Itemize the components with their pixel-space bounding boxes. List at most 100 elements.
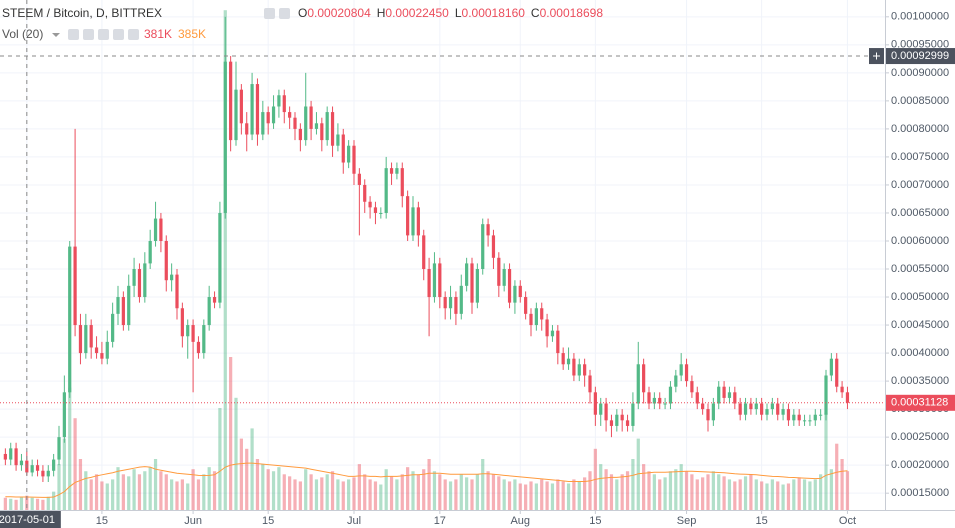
y-tick-label: 0.00100000	[891, 11, 949, 23]
icon[interactable]	[128, 29, 139, 40]
candle-body	[647, 392, 651, 404]
volume-bar	[170, 479, 174, 510]
candle-body	[121, 297, 125, 326]
volume-bar	[239, 438, 243, 510]
volume-ma-line	[5, 462, 848, 498]
volume-bar	[400, 474, 404, 510]
volume-bar	[347, 479, 351, 510]
y-tick-label: 0.00095000	[891, 39, 949, 51]
volume-bar	[255, 459, 260, 510]
volume-title: Vol (20)	[2, 27, 43, 41]
candle-body	[754, 403, 758, 410]
volume-bar	[513, 479, 517, 510]
icon[interactable]	[279, 8, 290, 19]
volume-bar	[105, 483, 109, 510]
volume-bar	[722, 476, 726, 510]
candle-body	[411, 207, 415, 236]
volume-bar	[143, 471, 147, 510]
volume-bar	[363, 474, 367, 510]
x-tick-label: Sep	[677, 515, 697, 527]
candle-body	[94, 347, 99, 354]
candle-body	[615, 414, 619, 426]
y-tick-label: 0.00025000	[891, 431, 949, 443]
candle-body	[191, 325, 195, 342]
icon[interactable]	[264, 8, 275, 19]
candle-body	[62, 392, 66, 438]
volume-bar	[14, 499, 18, 510]
volume-bar	[701, 477, 705, 510]
volume-bar	[631, 459, 635, 510]
volume-bar	[357, 464, 361, 510]
candle-body	[743, 403, 748, 415]
volume-bar	[132, 469, 136, 510]
y-tick-label: 0.00075000	[891, 151, 949, 163]
volume-icons[interactable]	[68, 29, 139, 40]
candle-body	[422, 235, 426, 270]
volume-bar	[443, 479, 447, 510]
volume-bar	[234, 397, 238, 510]
candle-body	[808, 420, 812, 422]
volume-bar	[550, 483, 555, 510]
candle-body	[502, 269, 506, 286]
candle-body	[384, 168, 388, 213]
dropdown[interactable]	[52, 33, 60, 37]
volume-bar	[438, 474, 442, 510]
volume-bar	[615, 479, 619, 510]
volume-bar	[111, 479, 115, 510]
candle-body	[454, 297, 458, 314]
icon[interactable]	[98, 29, 109, 40]
candle-body	[373, 207, 378, 213]
y-tick-label: 0.00055000	[891, 263, 949, 275]
volume-bar	[808, 481, 812, 510]
volume-bar	[524, 484, 528, 510]
volume-bar	[459, 474, 463, 510]
volume-bar	[19, 496, 24, 510]
volume-bar	[465, 477, 469, 510]
icon[interactable]	[68, 29, 79, 40]
legend-icons[interactable]	[264, 8, 290, 19]
candle-body	[89, 325, 93, 348]
volume-bar	[196, 479, 201, 510]
ohlc-label: L	[455, 6, 462, 20]
candle-body	[604, 403, 608, 421]
candle-body	[277, 95, 281, 107]
ohlc-label: C	[531, 6, 540, 20]
candle-body	[35, 465, 40, 471]
candle-body	[668, 386, 673, 404]
candle-body	[400, 168, 404, 197]
volume-bar	[577, 481, 581, 510]
candle-body	[170, 274, 174, 281]
volume-bar	[223, 10, 227, 510]
volume-bar	[164, 474, 168, 510]
volume-bar	[314, 479, 319, 510]
icon[interactable]	[83, 29, 94, 40]
volume-bar	[325, 474, 329, 510]
volume-bar	[845, 471, 850, 510]
volume-bar	[749, 474, 753, 510]
candle-body	[593, 392, 597, 415]
icon[interactable]	[113, 29, 124, 40]
candle-body	[357, 173, 361, 185]
candle-body	[813, 414, 817, 421]
volume-bar	[25, 495, 29, 510]
volume-bar	[695, 479, 699, 510]
volume-bar	[481, 459, 485, 510]
volume-bar	[282, 474, 286, 510]
volume-bar	[304, 469, 308, 510]
volume-bar	[89, 479, 93, 510]
volume-bar	[84, 471, 88, 510]
volume-bar	[502, 479, 506, 510]
x-tick-label: Jul	[347, 515, 361, 527]
candle-body	[298, 128, 302, 141]
volume-bar	[52, 491, 56, 510]
volume-bar	[202, 474, 206, 510]
volume-bar	[620, 474, 624, 510]
candle-body	[706, 409, 710, 421]
candle-body	[749, 403, 753, 410]
legend: STEEM / Bitcoin, D, BITTREX O0.00020804 H…	[2, 6, 603, 41]
candle-body	[840, 386, 844, 393]
ohlc-value: 0.00018698	[540, 6, 604, 20]
candle-body	[534, 308, 538, 326]
candle-body	[459, 285, 463, 314]
